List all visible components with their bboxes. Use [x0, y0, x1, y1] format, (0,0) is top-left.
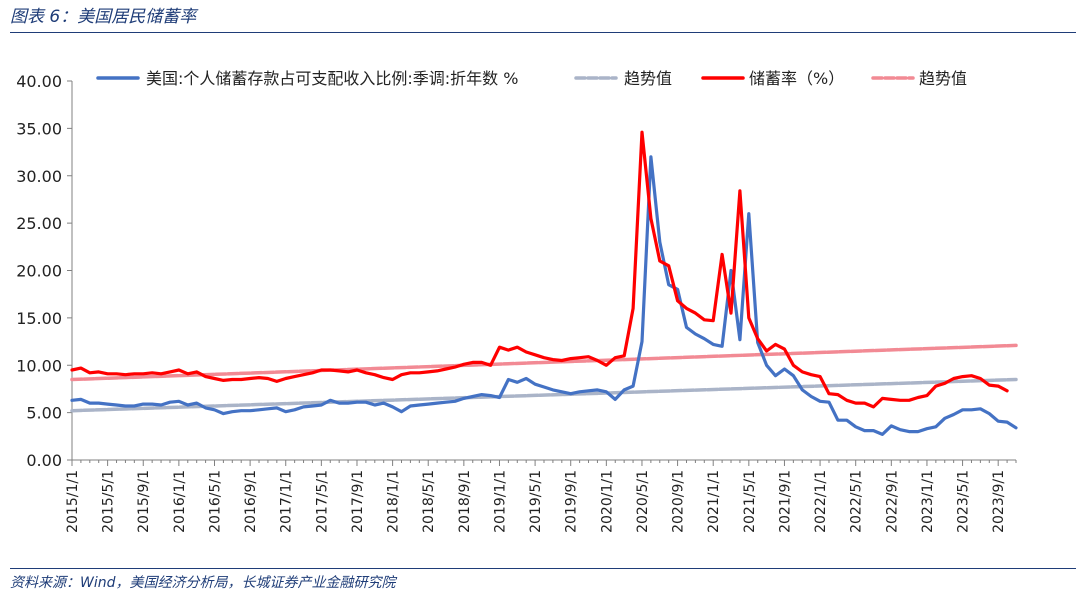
- source-note: 资料来源：Wind，美国经济分析局，长城证券产业金融研究院: [10, 575, 396, 591]
- x-tick-label: 2022/9/1: [884, 470, 900, 533]
- x-tick-label: 2019/5/1: [528, 470, 544, 533]
- x-tick-label: 2023/1/1: [920, 470, 936, 533]
- x-tick-label: 2021/1/1: [706, 470, 722, 533]
- y-tick-label: 35.00: [16, 119, 62, 138]
- x-tick-label: 2021/5/1: [742, 470, 758, 533]
- x-tick-label: 2017/1/1: [279, 470, 295, 533]
- x-tick-label: 2017/9/1: [350, 470, 366, 533]
- x-tick-label: 2016/1/1: [172, 470, 188, 533]
- y-tick-label: 30.00: [16, 167, 62, 186]
- x-tick-label: 2023/5/1: [956, 470, 972, 533]
- x-tick-label: 2020/5/1: [635, 470, 651, 533]
- y-tick-label: 10.00: [16, 356, 62, 375]
- x-tick-label: 2023/9/1: [991, 470, 1007, 533]
- legend-label: 美国:个人储蓄存款占可支配收入比例:季调:折年数 %: [146, 69, 518, 88]
- x-tick-label: 2018/9/1: [457, 470, 473, 533]
- x-tick-label: 2020/9/1: [671, 470, 687, 533]
- y-tick-label: 20.00: [16, 262, 62, 281]
- x-tick-label: 2016/9/1: [243, 470, 259, 533]
- bottom-rule: [10, 568, 1076, 569]
- line-chart: 0.00 5.00 10.00 15.00 20.00 25.00 30.00 35.00 40…: [16, 69, 1018, 533]
- legend-label: 趋势值: [919, 69, 967, 88]
- x-tick-label: 2021/9/1: [777, 470, 793, 533]
- y-tick-label: 40.00: [16, 72, 62, 91]
- top-rule: [10, 32, 1076, 33]
- x-tick-label: 2015/9/1: [136, 470, 152, 533]
- x-tick-label: 2019/9/1: [564, 470, 580, 533]
- x-tick-label: 2017/5/1: [314, 470, 330, 533]
- x-tick-label: 2022/1/1: [813, 470, 829, 533]
- figure-title: 图表 6：美国居民储蓄率: [10, 7, 197, 27]
- x-tick-label: 2019/1/1: [492, 470, 508, 533]
- y-tick-label: 0.00: [26, 451, 62, 470]
- series-line-red: [70, 130, 1009, 409]
- x-tick-label: 2016/5/1: [207, 470, 223, 533]
- x-tick-label: 2015/5/1: [101, 470, 117, 533]
- series-line-blue: [70, 155, 1018, 436]
- legend: 美国:个人储蓄存款占可支配收入比例:季调:折年数 % 趋势值 储蓄率（%） 趋势值: [96, 69, 967, 88]
- x-tick-label: 2018/1/1: [386, 470, 402, 533]
- x-tick-label: 2022/5/1: [849, 470, 865, 533]
- series-line-red_trend: [70, 343, 1018, 382]
- series-layer: [70, 130, 1018, 436]
- series-line-blue_trend: [70, 377, 1018, 413]
- y-tick-label: 25.00: [16, 214, 62, 233]
- x-tick-label: 2018/5/1: [421, 470, 437, 533]
- x-tick-label: 2020/1/1: [599, 470, 615, 533]
- y-tick-label: 5.00: [26, 404, 62, 423]
- axes: 0.00 5.00 10.00 15.00 20.00 25.00 30.00 35.00 40…: [16, 72, 1017, 533]
- y-tick-label: 15.00: [16, 309, 62, 328]
- legend-label: 趋势值: [624, 69, 672, 88]
- legend-label: 储蓄率（%）: [749, 69, 844, 88]
- x-tick-label: 2015/1/1: [65, 470, 81, 533]
